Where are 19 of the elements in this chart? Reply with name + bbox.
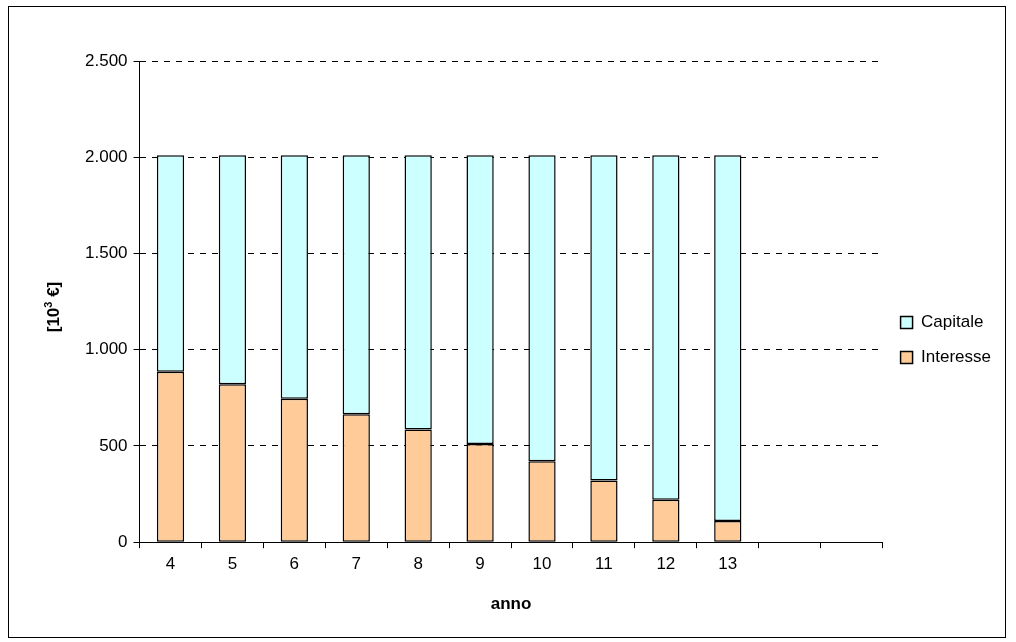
- x-tick-label: 5: [227, 554, 238, 574]
- x-tick-label: 6: [289, 554, 300, 574]
- y-tick-label: 2.500: [84, 50, 128, 70]
- y-tick-label: 2.000: [84, 146, 128, 166]
- x-tick-label: 9: [475, 554, 485, 574]
- x-tick-label: 7: [351, 554, 361, 574]
- legend-label: Interesse: [921, 347, 992, 367]
- y-tick-label: 0: [118, 531, 128, 551]
- legend-label: Capitale: [921, 312, 984, 332]
- x-axis-title: anno: [490, 594, 532, 614]
- x-tick-label: 10: [532, 554, 552, 574]
- x-tick-label: 12: [656, 554, 676, 574]
- y-tick-label: 500: [99, 435, 128, 455]
- y-tick-label: 1.000: [84, 339, 128, 359]
- x-tick-label: 8: [413, 554, 423, 574]
- y-tick-label: 1.500: [84, 243, 128, 263]
- x-tick-label: 11: [595, 554, 613, 574]
- x-tick-label: 13: [718, 554, 738, 574]
- x-tick-label: 4: [165, 554, 176, 574]
